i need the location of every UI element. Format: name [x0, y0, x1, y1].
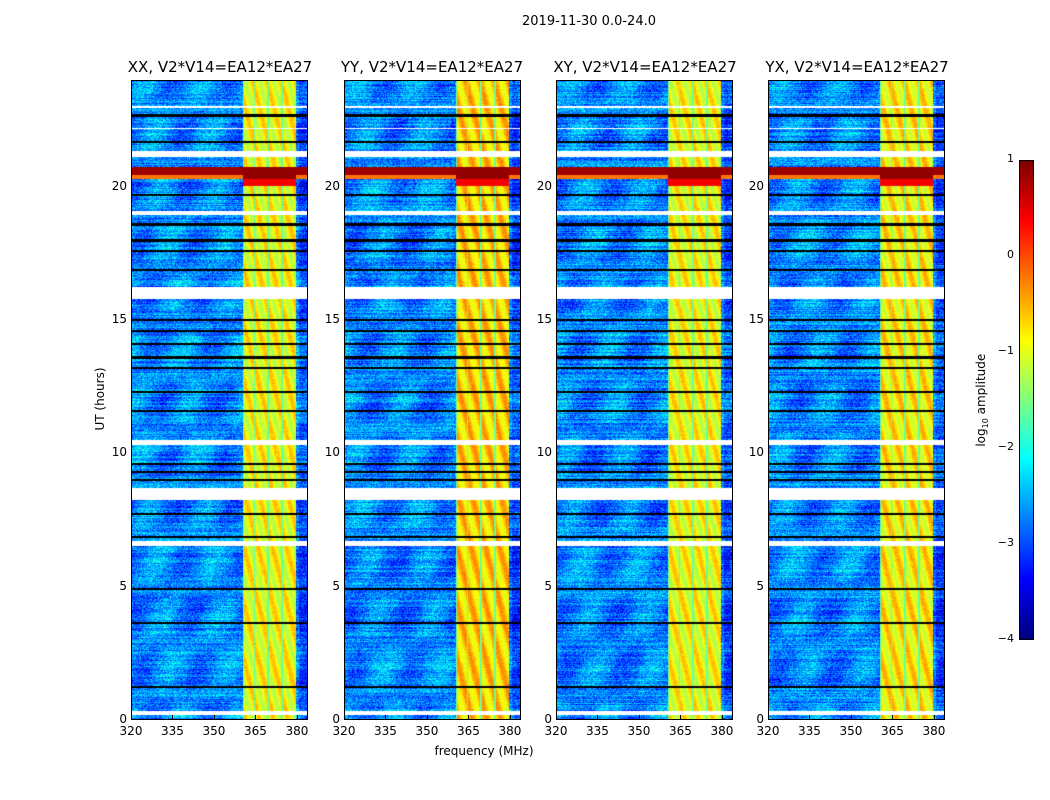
x-tick-label: 320	[544, 724, 568, 738]
x-tick-mark	[296, 715, 298, 720]
y-tick-label: 10	[748, 445, 764, 460]
colorbar-tick-label: 1	[1007, 152, 1014, 165]
heatmap-yx	[769, 81, 944, 719]
x-tick-label: 350	[202, 724, 226, 738]
heatmap-yy	[345, 81, 520, 719]
y-tick-label: 20	[536, 178, 552, 193]
x-tick-mark	[892, 715, 894, 720]
x-tick-mark	[385, 715, 387, 720]
panel-title-yy: YY, V2*V14=EA12*EA27	[340, 58, 524, 76]
y-tick-label: 5	[332, 578, 340, 593]
x-tick-label: 320	[119, 724, 143, 738]
y-tick-label: 5	[756, 578, 764, 593]
y-tick-label: 10	[536, 445, 552, 460]
colorbar-label-log: log	[973, 428, 988, 447]
x-tick-label: 380	[922, 724, 946, 738]
x-tick-mark	[131, 715, 132, 720]
colorbar	[1019, 160, 1034, 640]
heatmap-panel-yy	[344, 80, 521, 720]
x-tick-mark	[809, 715, 811, 720]
x-tick-label: 335	[798, 724, 821, 738]
y-tick-label: 15	[324, 312, 340, 326]
heatmap-panel-xy	[556, 80, 733, 720]
x-axis-label: frequency (MHz)	[434, 744, 534, 758]
colorbar-tick-label: −3	[997, 536, 1014, 549]
x-tick-mark	[426, 715, 428, 720]
y-axis-label: UT (hours)	[93, 367, 107, 431]
y-tick-label: 20	[748, 178, 764, 193]
y-tick-label: 15	[748, 312, 764, 326]
x-tick-label: 320	[332, 724, 356, 738]
x-tick-mark	[768, 715, 769, 720]
x-tick-label: 350	[839, 724, 863, 738]
x-tick-label: 335	[374, 724, 397, 738]
x-tick-label: 365	[457, 724, 480, 738]
figure-title: 2019-11-30 0.0-24.0	[522, 14, 656, 29]
y-tick-label: 0	[544, 712, 552, 726]
x-tick-mark	[721, 715, 723, 720]
y-tick-label: 15	[536, 312, 552, 326]
y-tick-label: 5	[119, 578, 127, 593]
colorbar-tick-label: 0	[1007, 248, 1014, 261]
x-tick-mark	[850, 715, 852, 720]
colorbar-label: log10 amplitude	[974, 350, 990, 450]
colorbar-tick-label: −4	[997, 632, 1014, 645]
x-tick-mark	[680, 715, 682, 720]
x-tick-mark	[597, 715, 599, 720]
panel-title-yx: YX, V2*V14=EA12*EA27	[765, 58, 949, 76]
x-tick-label: 365	[244, 724, 267, 738]
x-tick-label: 335	[161, 724, 184, 738]
panel-title-xy: XY, V2*V14=EA12*EA27	[553, 58, 737, 76]
y-tick-label: 5	[544, 578, 552, 593]
y-tick-label: 15	[111, 312, 127, 326]
x-tick-mark	[933, 715, 935, 720]
x-tick-label: 365	[669, 724, 692, 738]
x-tick-mark	[213, 715, 215, 720]
x-tick-mark	[638, 715, 640, 720]
y-tick-label: 0	[332, 712, 340, 726]
heatmap-xx	[132, 81, 307, 719]
colorbar-gradient	[1020, 161, 1033, 639]
x-tick-label: 380	[710, 724, 734, 738]
colorbar-tick-label: −2	[997, 440, 1014, 453]
x-tick-label: 380	[285, 724, 309, 738]
colorbar-label-rest: amplitude	[973, 353, 988, 419]
y-tick-label: 10	[324, 445, 340, 460]
x-tick-label: 365	[881, 724, 904, 738]
x-tick-mark	[468, 715, 470, 720]
x-tick-label: 320	[756, 724, 780, 738]
colorbar-tick-label: −1	[997, 344, 1014, 357]
x-tick-mark	[509, 715, 511, 720]
x-tick-label: 350	[415, 724, 439, 738]
heatmap-xy	[557, 81, 732, 719]
y-tick-label: 10	[111, 445, 127, 460]
panel-title-xx: XX, V2*V14=EA12*EA27	[127, 58, 313, 76]
colorbar-label-sub: 10	[981, 418, 991, 429]
y-tick-label: 20	[324, 178, 340, 193]
x-tick-mark	[344, 715, 345, 720]
y-tick-label: 20	[111, 178, 127, 193]
x-tick-label: 380	[498, 724, 522, 738]
heatmap-panel-yx	[768, 80, 945, 720]
x-tick-label: 335	[586, 724, 609, 738]
x-tick-mark	[255, 715, 257, 720]
y-tick-label: 0	[756, 712, 764, 726]
heatmap-panel-xx	[131, 80, 308, 720]
y-tick-label: 0	[119, 712, 127, 726]
x-tick-label: 350	[627, 724, 651, 738]
x-tick-mark	[556, 715, 557, 720]
x-tick-mark	[172, 715, 174, 720]
